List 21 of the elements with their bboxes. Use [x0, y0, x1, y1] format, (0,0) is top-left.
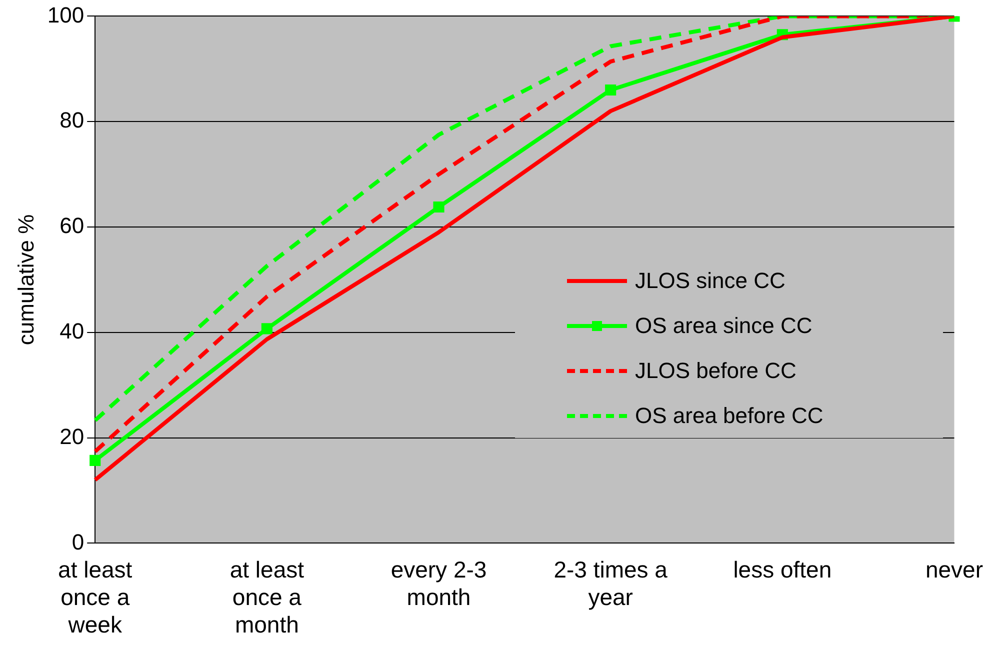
x-tick-label: less often: [733, 556, 832, 582]
y-tick-label: 20: [60, 424, 84, 449]
y-tick-label: 100: [47, 2, 84, 28]
point: [90, 454, 101, 466]
y-tick-label: 40: [60, 318, 84, 344]
legend-label: JLOS since CC: [635, 268, 786, 294]
legend-label: OS area since CC: [635, 313, 812, 339]
point: [433, 201, 444, 213]
legend-label: JLOS before CC: [635, 358, 796, 384]
point: [261, 323, 272, 334]
y-tick-label: 60: [60, 213, 84, 238]
legend-label: OS area before CC: [635, 403, 824, 429]
y-tick-label: 80: [60, 108, 84, 133]
x-tick-label: never: [925, 556, 984, 582]
x-tick-label: at least once a month: [230, 556, 305, 638]
x-tick-label: at least once a week: [58, 556, 133, 638]
y-axis-title: cumulative %: [13, 214, 38, 346]
point: [605, 84, 616, 96]
x-tick-label: 2-3 times a year: [554, 556, 668, 610]
y-tick-label: 0: [72, 529, 84, 554]
x-tick-label: every 2-3 month: [390, 556, 487, 610]
